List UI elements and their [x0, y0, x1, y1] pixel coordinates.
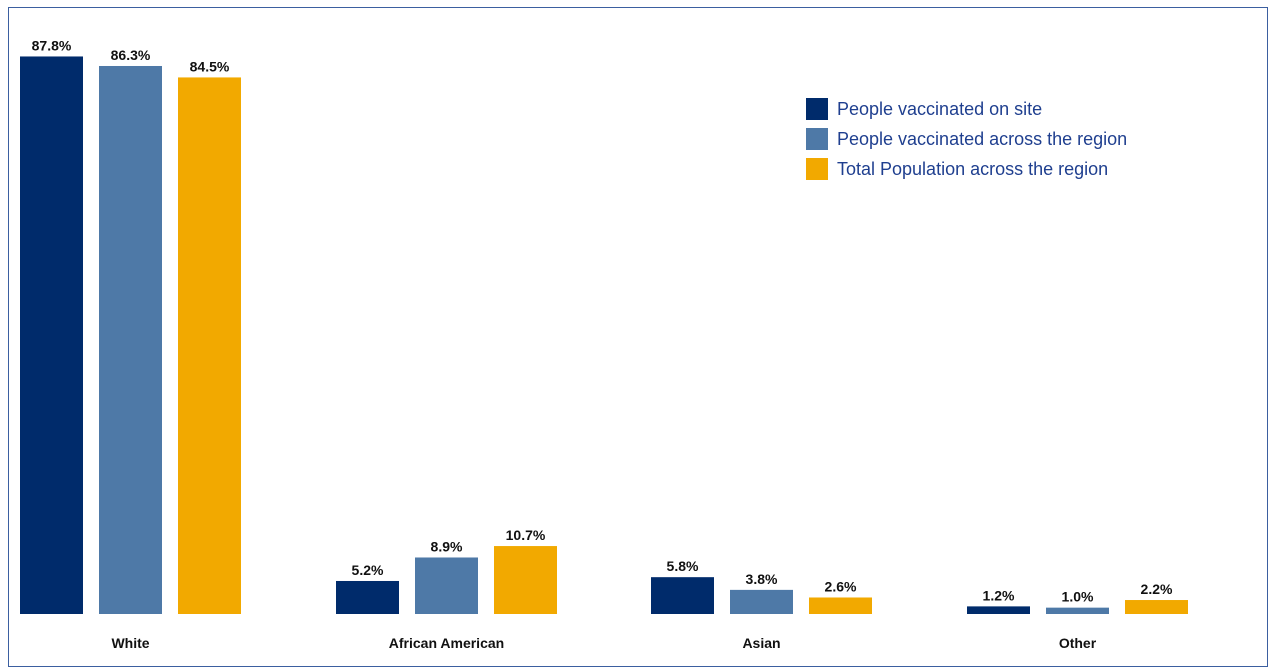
bar-other-site — [967, 606, 1030, 614]
bar-white-site — [20, 56, 83, 615]
legend-swatch-site — [806, 98, 828, 120]
bar-white-region — [99, 65, 162, 615]
bar-other-region — [1046, 607, 1109, 614]
category-label-african-american: African American — [389, 635, 504, 651]
legend-item-region: People vaccinated across the region — [806, 124, 1127, 154]
data-label-other-region: 1.0% — [1062, 589, 1094, 605]
bar-asian-site — [651, 577, 714, 614]
data-label-asian-site: 5.8% — [667, 558, 699, 574]
bar-asian-population — [809, 597, 872, 614]
category-label-asian: Asian — [742, 635, 780, 651]
bar-african-american-region — [415, 557, 478, 614]
category-label-other: Other — [1059, 635, 1097, 651]
legend-swatch-region — [806, 128, 828, 150]
data-label-white-population: 84.5% — [190, 58, 230, 74]
legend-label-site: People vaccinated on site — [837, 98, 1043, 119]
data-label-african-american-site: 5.2% — [352, 562, 384, 578]
legend-item-population: Total Population across the region — [806, 154, 1127, 184]
bar-other-population — [1125, 600, 1188, 614]
legend-label-region: People vaccinated across the region — [837, 128, 1128, 149]
data-label-asian-population: 2.6% — [825, 578, 857, 594]
data-label-asian-region: 3.8% — [746, 571, 778, 587]
bar-white-population — [178, 77, 241, 615]
bar-chart: 87.8% 86.3% 84.5% White 5.2% 8.9% 10.7% African… — [20, 37, 1188, 651]
bar-asian-region — [730, 589, 793, 614]
bar-african-american-population — [494, 546, 557, 614]
bar-african-american-site — [336, 580, 399, 614]
data-label-white-region: 86.3% — [111, 47, 151, 63]
data-label-african-american-population: 10.7% — [506, 527, 546, 543]
category-label-white: White — [111, 635, 149, 651]
legend-item-site: People vaccinated on site — [806, 94, 1127, 124]
data-label-other-population: 2.2% — [1141, 581, 1173, 597]
legend-swatch-population — [806, 158, 828, 180]
data-label-other-site: 1.2% — [983, 587, 1015, 603]
legend: People vaccinated on site People vaccina… — [806, 94, 1127, 184]
data-label-white-site: 87.8% — [32, 37, 72, 53]
data-label-african-american-region: 8.9% — [431, 538, 463, 554]
legend-label-population: Total Population across the region — [837, 158, 1109, 179]
